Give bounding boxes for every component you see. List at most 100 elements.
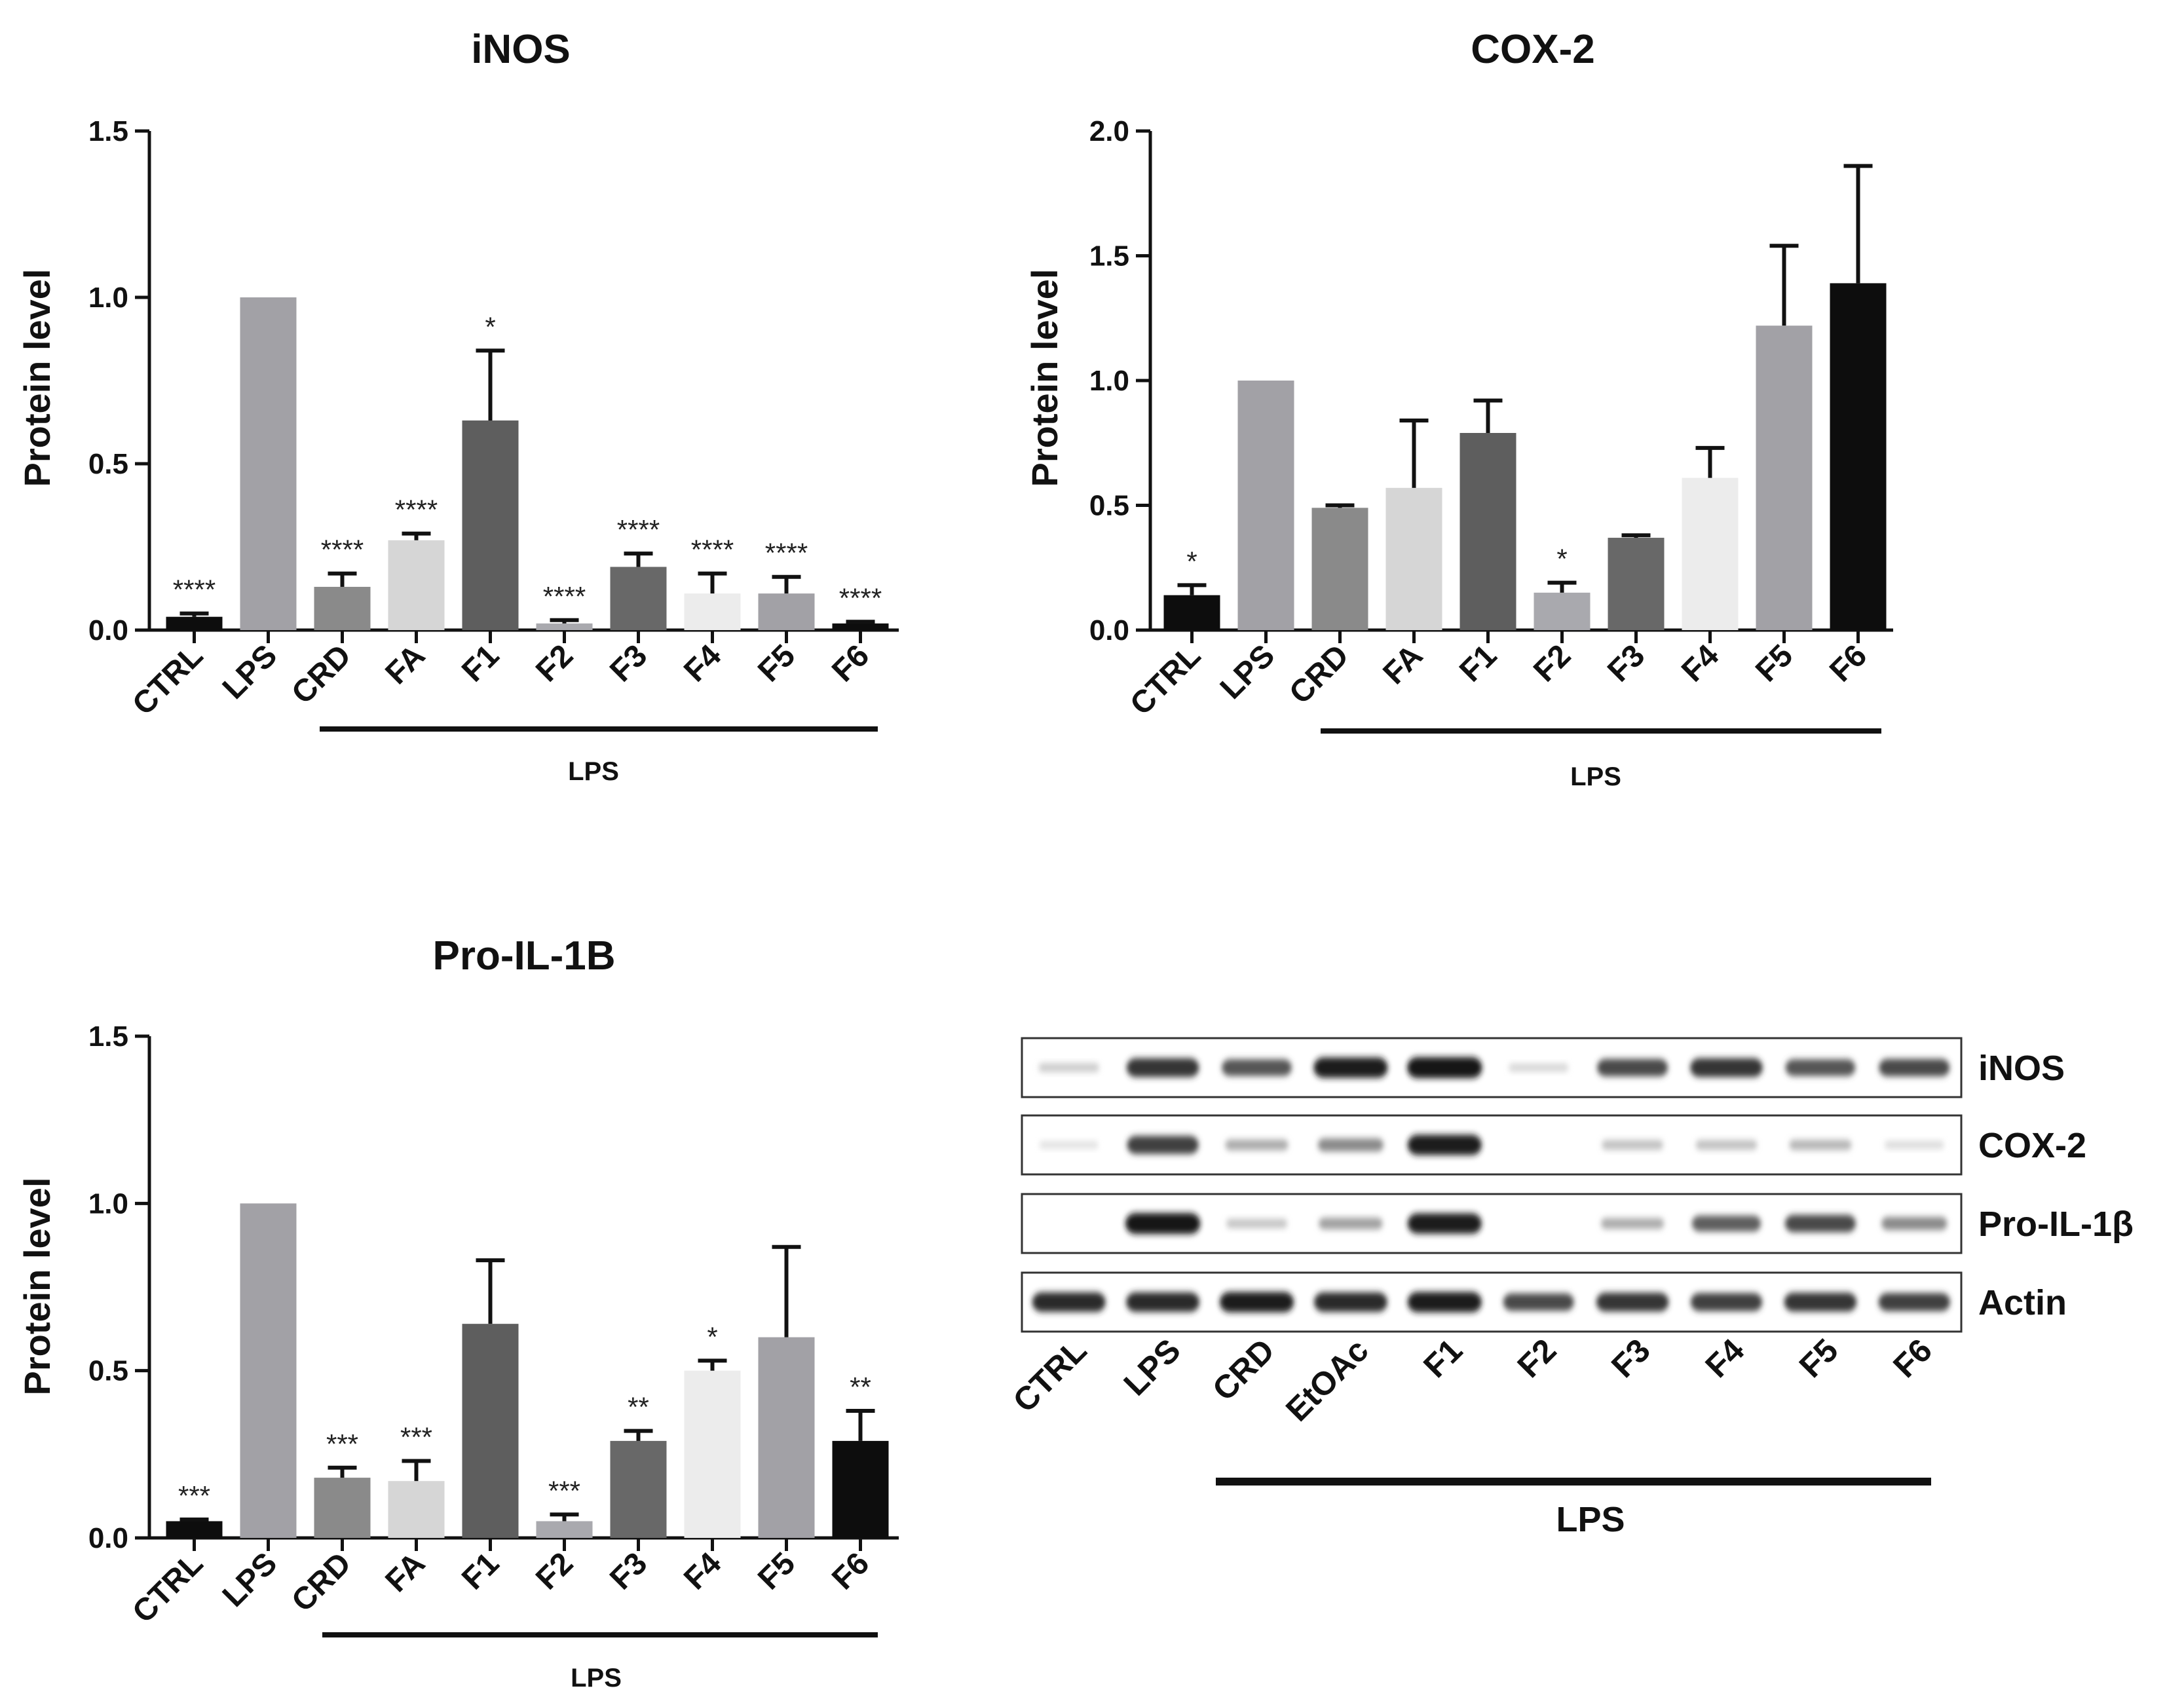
blot-band: [1596, 1292, 1669, 1312]
blot-lane-label-lps: LPS: [1117, 1332, 1188, 1402]
y-tick-label: 1.5: [88, 1020, 128, 1053]
bar-lps: [1237, 381, 1294, 630]
blot-band: [1691, 1215, 1761, 1232]
bar-f3: [610, 567, 667, 630]
significance-label: **: [628, 1392, 649, 1423]
chart-pro-il1b: Pro-IL-1B Protein level 0.00.51.01.5***C…: [16, 933, 899, 1692]
x-tick-label-f2: F2: [529, 1546, 580, 1596]
blot-lane-label-f5: F5: [1792, 1332, 1845, 1385]
bar-fa: [1385, 487, 1442, 630]
bar-ctrl: [166, 616, 223, 630]
x-tick-label-f2: F2: [1527, 638, 1577, 688]
blot-band: [1407, 1213, 1482, 1234]
blot-band: [1032, 1292, 1106, 1312]
x-tick-label-f6: F6: [1823, 638, 1873, 688]
blot-band: [1219, 1292, 1294, 1313]
significance-label: ****: [839, 582, 882, 613]
significance-label: ****: [691, 534, 734, 565]
bar-lps: [240, 297, 297, 630]
bar-crd: [314, 586, 371, 630]
blot-row-label: Pro-IL-1β: [1978, 1205, 2134, 1244]
x-tick-label-f5: F5: [751, 638, 802, 688]
x-tick-label-fa: FA: [1376, 638, 1429, 691]
blot-lane-label-etoac: EtOAc: [1279, 1332, 1376, 1429]
y-tick-label: 1.5: [1089, 240, 1129, 272]
x-tick-label-ctrl: CTRL: [126, 1546, 210, 1630]
y-tick-label: 0.0: [88, 614, 128, 646]
x-tick-label-ctrl: CTRL: [1123, 638, 1207, 722]
blot-band: [1695, 1140, 1758, 1150]
chart-title: iNOS: [471, 27, 571, 72]
group-label-lps: LPS: [571, 1664, 622, 1692]
bar-f3: [1608, 538, 1665, 630]
x-tick-label-f6: F6: [825, 638, 876, 688]
bar-f4: [684, 1370, 741, 1538]
blot-band: [1596, 1058, 1668, 1077]
x-tick-label-crd: CRD: [285, 1546, 358, 1618]
chart-title: Pro-IL-1B: [433, 933, 616, 979]
x-tick-label-f4: F4: [677, 638, 728, 688]
bar-f6: [832, 623, 889, 630]
blot-lane-label-f2: F2: [1511, 1332, 1564, 1385]
x-tick-label-f6: F6: [825, 1546, 876, 1596]
significance-label: ***: [548, 1475, 580, 1506]
bar-f6: [832, 1440, 889, 1538]
x-tick-label-f1: F1: [1453, 638, 1503, 688]
chart-cox2: COX-2 Protein level 0.0 0.5 1.0 1.5 2.0 * CTRL…: [1024, 27, 1893, 791]
significance-label: ****: [173, 574, 216, 605]
significance-label: ****: [543, 581, 586, 612]
x-tick-label-f1: F1: [455, 1546, 506, 1596]
blot-group-label-lps: LPS: [1556, 1500, 1625, 1539]
blot-band: [1038, 1063, 1100, 1072]
blot-row-cox-2: COX-2: [1021, 1114, 2086, 1176]
blot-row-pro-il-1-: Pro-IL-1β: [1021, 1193, 2134, 1254]
blot-row-actin: Actin: [1021, 1271, 2067, 1333]
bar-ctrl: [1163, 595, 1220, 630]
x-tick-label-lps: LPS: [1214, 638, 1281, 705]
blot-band: [1126, 1058, 1199, 1077]
bar-f3: [610, 1440, 667, 1538]
bar-fa: [388, 540, 445, 630]
chart-inos: iNOS Protein level 0.00.51.01.5****CTRL L…: [16, 27, 899, 786]
blot-lane-label-ctrl: CTRL: [1006, 1332, 1094, 1419]
plot-area: 0.0 0.5 1.0 1.5 **** CTRL LPS **** CRD **** FA * F1 *…: [88, 115, 899, 732]
y-tick-label: 0.0: [88, 1522, 128, 1554]
blot-band: [1039, 1141, 1099, 1149]
x-tick-label-lps: LPS: [216, 638, 284, 705]
blot-band: [1690, 1293, 1763, 1311]
blot-band: [1226, 1219, 1288, 1228]
blot-lane-label-f4: F4: [1698, 1332, 1751, 1385]
blot-row-inos: iNOS: [1021, 1037, 2065, 1098]
group-label-lps: LPS: [1570, 762, 1621, 791]
bar-f2: [536, 623, 593, 630]
bar-f1: [462, 420, 519, 630]
blot-band: [1313, 1292, 1387, 1312]
blot-band: [1503, 1293, 1574, 1311]
significance-label: ***: [178, 1480, 210, 1511]
y-axis-label: Protein level: [16, 1177, 58, 1395]
bar-f5: [1756, 326, 1813, 630]
y-tick-label: 1.0: [88, 282, 128, 314]
bar-f5: [758, 1337, 815, 1538]
bar-f1: [462, 1324, 519, 1538]
blot-band: [1881, 1217, 1948, 1230]
x-tick-label-f3: F3: [603, 1546, 654, 1596]
blot-band: [1508, 1063, 1569, 1072]
bar-f1: [1459, 433, 1516, 630]
plot-area: 0.0 0.5 1.0 1.5 2.0 * CTRL LPS CRD FA F1 * F2 F3 F4 F5 F…: [1089, 115, 1893, 734]
bar-lps: [240, 1203, 297, 1538]
blot-band: [1600, 1218, 1665, 1229]
plot-area: 0.00.51.01.5***CTRL LPS***CRD***FA F1***F2…: [88, 1020, 899, 1637]
x-tick-label-f3: F3: [603, 638, 654, 688]
bar-f4: [1682, 477, 1739, 630]
blot-band: [1318, 1218, 1383, 1229]
significance-label: ****: [321, 534, 364, 565]
blot-lane-label-f3: F3: [1604, 1332, 1657, 1385]
bar-crd: [1311, 508, 1368, 630]
blot-band: [1878, 1293, 1951, 1311]
blot-band: [1222, 1059, 1292, 1076]
x-tick-label-f2: F2: [529, 638, 580, 688]
